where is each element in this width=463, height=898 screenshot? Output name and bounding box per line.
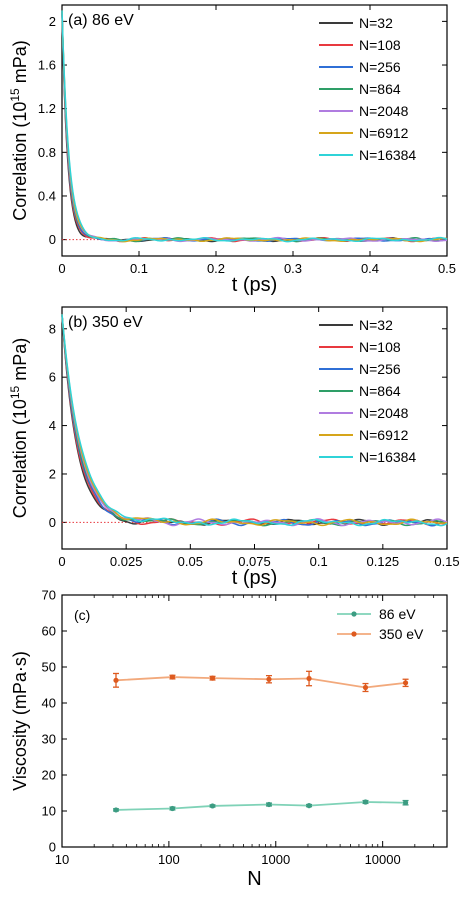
x-tick-label: 1000 xyxy=(261,852,290,867)
series-line-n-16384 xyxy=(61,314,448,527)
series-line-86-ev xyxy=(115,801,406,811)
x-tick-label: 0.5 xyxy=(438,261,456,276)
x-tick-label: 100 xyxy=(158,852,180,867)
x-tick-label: 10 xyxy=(55,852,69,867)
data-point-350-ev xyxy=(362,684,369,691)
y-tick-label: 2 xyxy=(49,466,56,481)
legend-label: N=16384 xyxy=(359,449,416,465)
x-tick-label: 0.125 xyxy=(367,554,400,569)
y-tick-label: 4 xyxy=(49,418,56,433)
panel-label: (b) 350 eV xyxy=(68,314,143,331)
legend-label: N=256 xyxy=(359,59,401,75)
x-tick-label: 0.3 xyxy=(284,261,302,276)
legend-label: N=32 xyxy=(359,317,393,333)
x-tick-label: 0.4 xyxy=(361,261,379,276)
y-tick-label: 0 xyxy=(49,840,56,855)
legend-label: N=2048 xyxy=(359,103,409,119)
series-line-350-ev xyxy=(115,676,406,689)
plot-frame xyxy=(61,4,448,257)
data-point-86-ev xyxy=(402,800,409,806)
chart-panel-b: 0 0.025 0.05 0.075 0.1 0.125 0.15 0 2 4 6 8 (b) 350 … xyxy=(8,306,460,589)
data-point-86-ev xyxy=(362,799,369,805)
y-axis-label: Correlation (1015 mPa) xyxy=(8,338,30,518)
data-point-350-ev xyxy=(209,675,216,681)
y-tick-label: 10 xyxy=(42,804,56,819)
legend-label: N=32 xyxy=(359,15,393,31)
y-tick-label: 6 xyxy=(49,370,56,385)
y-tick-label: 70 xyxy=(42,588,56,603)
y-tick-label: 1.2 xyxy=(38,101,56,116)
x-axis-label: N xyxy=(247,868,261,890)
data-point-350-ev xyxy=(113,677,119,683)
y-tick-label: 20 xyxy=(42,768,56,783)
data-point-86-ev xyxy=(113,807,119,813)
x-tick-label: 0.075 xyxy=(238,554,271,569)
x-tick-label: 0.1 xyxy=(130,261,148,276)
legend-label: N=108 xyxy=(359,339,401,355)
legend-label: N=864 xyxy=(359,383,401,399)
legend-label: N=108 xyxy=(359,37,401,53)
series-line-n-2048 xyxy=(61,314,448,527)
legend-label: N=2048 xyxy=(359,405,409,421)
panel-label: (a) 86 eV xyxy=(68,12,134,29)
panel-label: (c) xyxy=(74,607,90,623)
y-tick-label: 40 xyxy=(42,696,56,711)
legend-label: N=16384 xyxy=(359,147,416,163)
y-tick-label: 2 xyxy=(49,14,56,29)
data-point-350-ev xyxy=(402,680,409,686)
legend-label: 350 eV xyxy=(379,626,424,642)
chart-panel-a: 0 0.1 0.2 0.3 0.4 0.5 0 0.4 0.8 1.2 1.6 2 (a) 86 eV N… xyxy=(8,4,456,296)
series-line-n-16384 xyxy=(61,10,448,243)
y-tick-label: 0 xyxy=(49,515,56,530)
legend-label: N=864 xyxy=(359,81,401,97)
legend-label: 86 eV xyxy=(379,606,416,622)
data-point-86-ev xyxy=(266,801,272,808)
legend-label: N=256 xyxy=(359,361,401,377)
y-tick-label: 1.6 xyxy=(38,58,56,73)
y-tick-label: 60 xyxy=(42,624,56,639)
data-point-86-ev xyxy=(169,805,176,812)
x-tick-label: 0.2 xyxy=(207,261,225,276)
y-tick-label: 0 xyxy=(49,232,56,247)
x-tick-label: 0.05 xyxy=(178,554,203,569)
legend-label: N=6912 xyxy=(359,125,409,141)
x-tick-label: 10000 xyxy=(365,852,401,867)
data-point-86-ev xyxy=(306,803,312,809)
data-point-350-ev xyxy=(266,676,272,682)
x-tick-label: 0 xyxy=(58,554,65,569)
legend-marker xyxy=(351,631,357,637)
x-tick-label: 0.025 xyxy=(110,554,143,569)
y-axis-label: Viscosity (mPa·s) xyxy=(10,651,30,791)
y-axis-label: Correlation (1015 mPa) xyxy=(8,40,30,220)
data-point-350-ev xyxy=(306,675,312,682)
x-axis-label: t (ps) xyxy=(232,567,278,589)
y-tick-label: 0.8 xyxy=(38,145,56,160)
y-tick-label: 50 xyxy=(42,660,56,675)
x-tick-label: 0.15 xyxy=(434,554,459,569)
legend-label: N=6912 xyxy=(359,427,409,443)
x-tick-label: 0 xyxy=(58,261,65,276)
x-axis-label: t (ps) xyxy=(232,274,278,296)
plot-frame xyxy=(61,594,448,848)
x-tick-label: 0.1 xyxy=(310,554,328,569)
y-tick-label: 0.4 xyxy=(38,188,56,203)
data-point-86-ev xyxy=(209,803,216,809)
legend-marker xyxy=(351,611,357,617)
y-tick-label: 30 xyxy=(42,732,56,747)
data-point-350-ev xyxy=(169,674,176,680)
y-tick-label: 8 xyxy=(49,321,56,336)
series-line-n-6912 xyxy=(61,314,448,527)
